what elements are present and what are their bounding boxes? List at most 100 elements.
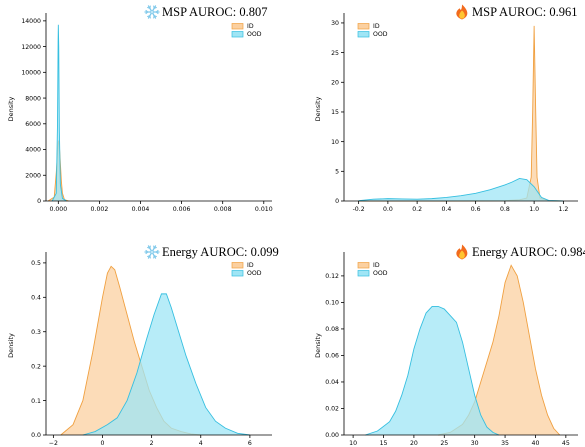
y-tick-label: 15 [331, 109, 339, 116]
y-tick-label: 30 [331, 20, 339, 27]
y-tick-label: 0 [37, 198, 41, 205]
y-tick-label: 0.1 [31, 398, 41, 405]
x-tick-label: 10 [349, 440, 357, 447]
series-area-id [438, 265, 560, 435]
snowflake-icon [144, 5, 160, 19]
x-tick-label: 0.004 [132, 206, 150, 213]
chart-panel-3: −2 0 2 4 6 0.0 0.1 0.2 0.3 0.4 0.5 Density Energy AU… [7, 245, 279, 447]
x-tick-label: 6 [248, 440, 252, 447]
y-tick-label: 8000 [25, 95, 41, 102]
y-tick-label: 0.02 [325, 406, 339, 413]
series-area-ood [358, 178, 564, 201]
fire-icon [456, 244, 468, 260]
x-tick-label: 0.2 [412, 206, 422, 213]
legend-swatch-ood [357, 31, 370, 38]
x-tick-label: 0.002 [91, 206, 109, 213]
x-tick-label: 30 [471, 440, 479, 447]
chart-title: Energy AUROC: 0.984 [472, 245, 585, 259]
legend-label-id: ID [373, 23, 380, 30]
chart-panel-4: 10 15 20 25 30 35 40 45 0.00 0.02 0.04 0.06 0.08 0.10… [314, 244, 585, 447]
chart-panel-2: -0.2 0.0 0.2 0.4 0.6 0.8 1.0 1.2 0 5 10 15 20 25 30 Den… [314, 4, 578, 213]
series-line-ood [358, 177, 564, 202]
y-axis-label: Density [314, 333, 322, 358]
chart-title: MSP AUROC: 0.961 [472, 5, 577, 19]
y-tick-label: 14000 [21, 18, 41, 25]
chart-panel-1: 0.000 0.002 0.004 0.006 0.008 0.010 0 2000 4000 6… [7, 5, 273, 213]
series-area-ood [365, 306, 499, 435]
legend-swatch-id [357, 262, 370, 269]
y-tick-label: 25 [331, 50, 339, 57]
x-tick-label: 1.0 [529, 206, 539, 213]
legend-label-ood: OOD [373, 270, 388, 277]
legend-label-ood: OOD [247, 270, 262, 277]
y-tick-label: 0.0 [31, 432, 41, 439]
x-tick-label: 4 [199, 440, 203, 447]
y-tick-label: 0.10 [325, 300, 339, 307]
x-tick-label: 0.4 [441, 206, 451, 213]
y-tick-label: 0 [335, 198, 339, 205]
legend-swatch-ood [357, 270, 370, 277]
y-tick-label: 0.5 [31, 260, 41, 267]
chart-title: MSP AUROC: 0.807 [162, 5, 267, 19]
legend-swatch-id [357, 23, 370, 30]
series-line-ood [82, 293, 250, 436]
legend-swatch-ood [231, 31, 244, 38]
legend-label-ood: OOD [373, 31, 388, 38]
fire-icon [456, 4, 468, 20]
legend-swatch-id [231, 262, 244, 269]
y-tick-label: 0.00 [325, 432, 339, 439]
x-tick-label: 45 [562, 440, 570, 447]
y-tick-label: 4000 [25, 147, 41, 154]
y-axis-label: Density [314, 96, 322, 121]
y-tick-label: 0.12 [325, 273, 339, 280]
x-tick-label: 0.008 [214, 206, 232, 213]
x-tick-label: 2 [150, 440, 154, 447]
y-tick-label: 2000 [25, 172, 41, 179]
y-tick-label: 0.04 [325, 379, 339, 386]
x-tick-label: -0.2 [353, 206, 365, 213]
y-tick-label: 10 [331, 139, 339, 146]
y-tick-label: 0.08 [325, 326, 339, 333]
legend-label-ood: OOD [247, 31, 262, 38]
y-axis-label: Density [7, 333, 15, 358]
series-line-ood [365, 305, 500, 436]
x-tick-label: 1.2 [558, 206, 568, 213]
y-tick-label: 20 [331, 79, 339, 86]
series-area-ood [82, 293, 250, 435]
x-tick-label: 0.000 [49, 206, 67, 213]
y-tick-label: 5 [335, 169, 339, 176]
y-tick-label: 10000 [21, 70, 41, 77]
x-tick-label: 0.0 [383, 206, 393, 213]
legend-label-id: ID [373, 262, 380, 269]
x-tick-label: 35 [501, 440, 509, 447]
x-tick-label: 0.6 [471, 206, 481, 213]
series-area-id [60, 266, 201, 435]
y-tick-label: 0.2 [31, 363, 41, 370]
x-tick-label: 40 [532, 440, 540, 447]
x-tick-label: 0.006 [173, 206, 191, 213]
legend-label-id: ID [247, 262, 254, 269]
x-tick-label: 15 [380, 440, 388, 447]
legend-swatch-ood [231, 270, 244, 277]
series-line-ood [51, 24, 67, 202]
chart-title: Energy AUROC: 0.099 [162, 245, 279, 259]
y-tick-label: 0.4 [31, 295, 41, 302]
x-tick-label: −2 [49, 440, 58, 447]
x-tick-label: 0.010 [255, 206, 273, 213]
x-tick-label: 20 [410, 440, 418, 447]
legend-swatch-id [231, 23, 244, 30]
y-tick-label: 6000 [25, 121, 41, 128]
y-axis-label: Density [7, 96, 15, 121]
y-tick-label: 0.3 [31, 329, 41, 336]
snowflake-icon [144, 245, 160, 259]
y-tick-label: 0.06 [325, 353, 339, 360]
x-tick-label: 0 [101, 440, 105, 447]
y-tick-label: 12000 [21, 44, 41, 51]
legend-label-id: ID [247, 23, 254, 30]
x-tick-label: 25 [440, 440, 448, 447]
